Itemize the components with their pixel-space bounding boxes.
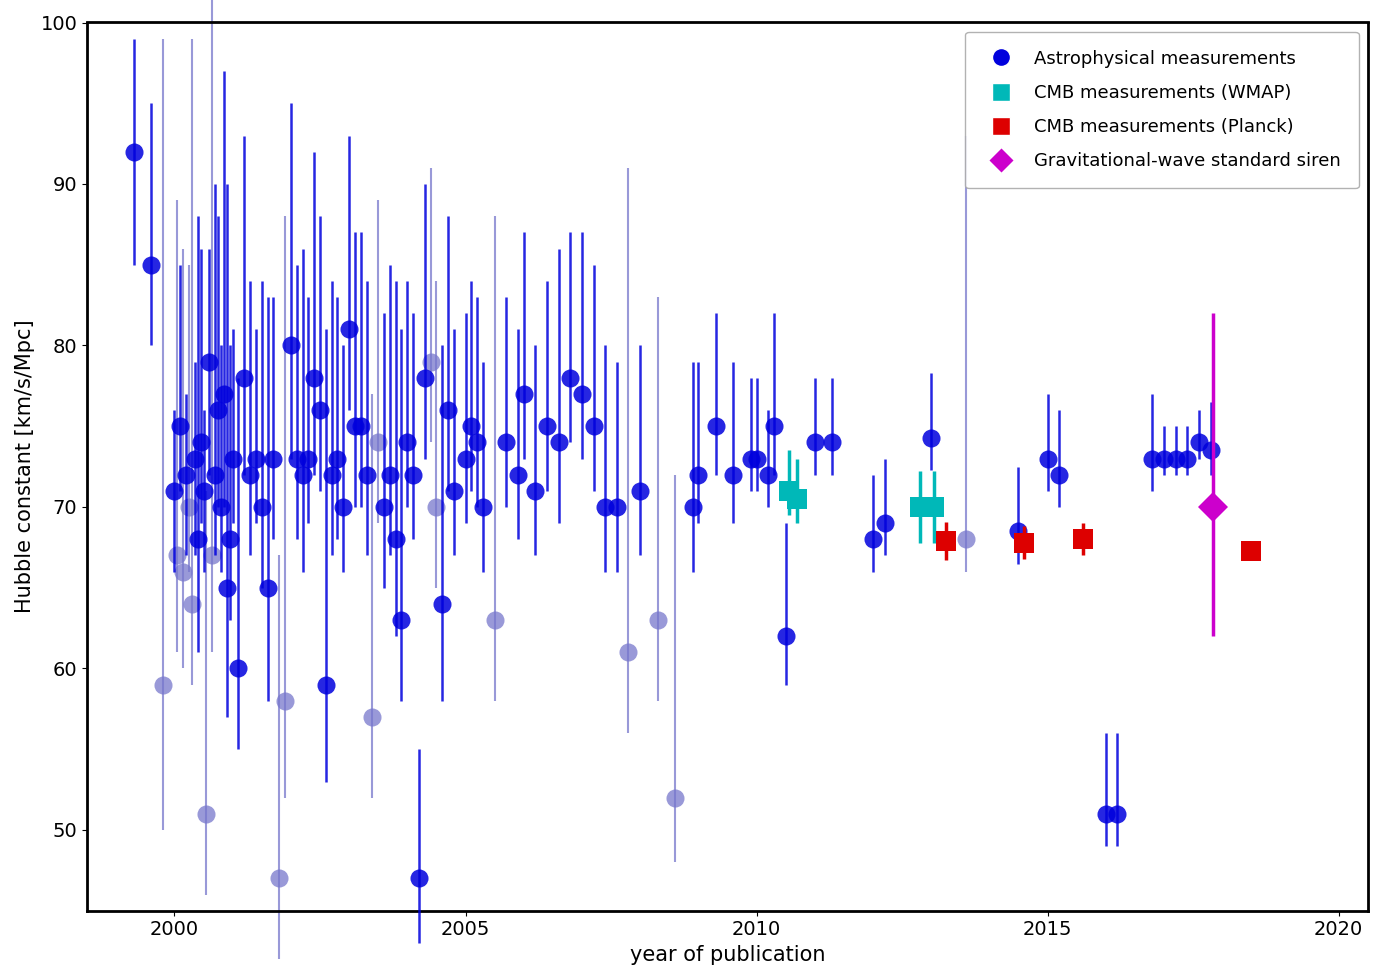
Legend: Astrophysical measurements, CMB measurements (WMAP), CMB measurements (Planck), : Astrophysical measurements, CMB measurem… [965, 31, 1358, 188]
Y-axis label: Hubble constant [km/s/Mpc]: Hubble constant [km/s/Mpc] [15, 319, 35, 613]
X-axis label: year of publication: year of publication [629, 945, 826, 965]
